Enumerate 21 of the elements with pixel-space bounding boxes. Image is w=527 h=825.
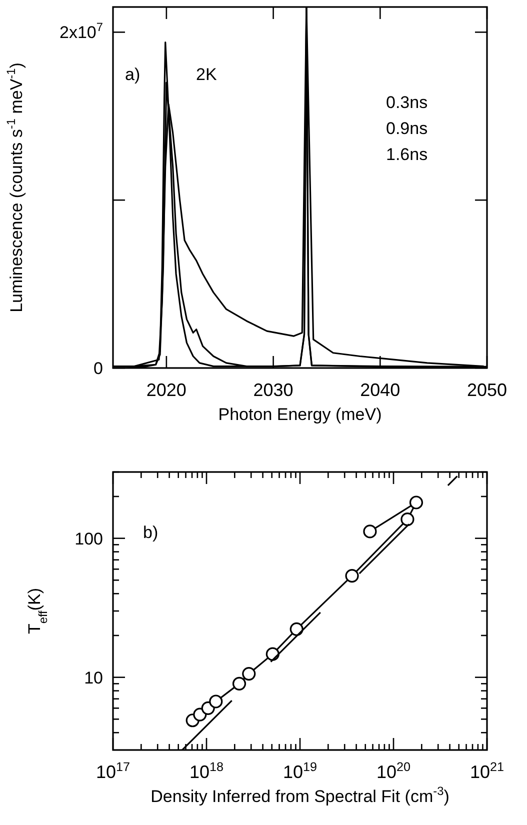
- y-tick-label: 10: [84, 668, 103, 688]
- annotation: b): [143, 523, 158, 542]
- x-tick-label: 10$^{17}$: [96, 760, 130, 782]
- x-axis-title: Photon Energy (meV): [218, 405, 382, 424]
- annotation: 2K: [196, 65, 218, 84]
- x-tick-label: 2040: [360, 380, 400, 400]
- annotation: 0.9ns: [386, 119, 428, 138]
- x-tick-label: 2030: [253, 380, 294, 400]
- annotation: 1.6ns: [386, 145, 428, 164]
- x-tick-label: 2020: [146, 380, 186, 400]
- x-tick-label: 10$^{20}$: [376, 760, 411, 782]
- x-axis-title: Density Inferred from Spectral Fit (cm$^{-3}$): [150, 784, 450, 806]
- annotation: a): [125, 65, 140, 84]
- y-tick-label: 0: [94, 359, 103, 378]
- x-tick-label: 10$^{19}$: [282, 760, 318, 782]
- x-tick-label: 10$^{18}$: [189, 760, 224, 782]
- annotation: 0.3ns: [386, 93, 428, 112]
- x-tick-label: 10$^{21}$: [470, 760, 504, 782]
- x-tick-label: 2050: [466, 380, 508, 400]
- y-tick-label: 2x10$^{7}$: [60, 20, 104, 42]
- y-tick-label: 100: [74, 529, 103, 548]
